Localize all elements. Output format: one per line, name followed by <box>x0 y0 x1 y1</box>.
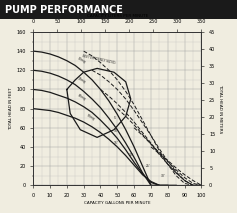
Text: 20': 20' <box>129 153 134 157</box>
Text: 5': 5' <box>114 116 117 120</box>
Y-axis label: TOTAL HEAD IN FEET: TOTAL HEAD IN FEET <box>9 87 13 130</box>
Text: BEST EFFICIENCY SIZING: BEST EFFICIENCY SIZING <box>82 54 116 65</box>
Text: 60mg: 60mg <box>77 93 87 101</box>
Text: 15': 15' <box>114 141 119 145</box>
Text: 10': 10' <box>114 129 119 133</box>
Text: 25': 25' <box>146 164 151 168</box>
X-axis label: CAPACITY LITERS PER MINUTE: CAPACITY LITERS PER MINUTE <box>87 14 148 17</box>
Text: 30': 30' <box>161 174 166 178</box>
Text: 50mg: 50mg <box>85 113 95 121</box>
Y-axis label: TOTAL HEAD IN METERS: TOTAL HEAD IN METERS <box>218 84 222 133</box>
X-axis label: CAPACITY GALLONS PER MINUTE: CAPACITY GALLONS PER MINUTE <box>84 201 151 205</box>
Text: 80mg: 80mg <box>77 57 87 65</box>
Text: 70mg: 70mg <box>77 76 87 84</box>
Text: PUMP PERFORMANCE: PUMP PERFORMANCE <box>5 5 123 14</box>
